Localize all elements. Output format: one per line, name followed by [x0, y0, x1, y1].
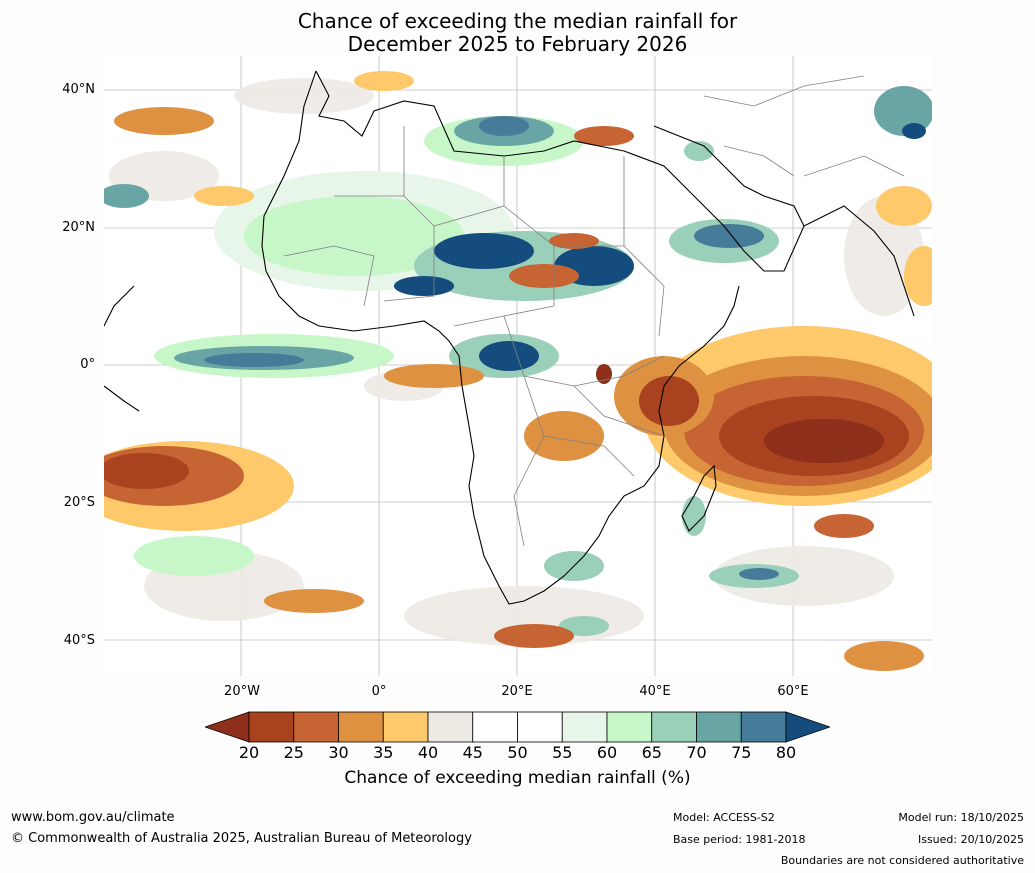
colorbar-bin	[293, 711, 339, 743]
colorbar-bin	[517, 711, 563, 743]
lon-label-20e: 20°E	[501, 684, 533, 699]
colorbar-tick: 45	[462, 743, 483, 762]
title-line-2: December 2025 to February 2026	[347, 32, 688, 56]
map-title: Chance of exceeding the median rainfall …	[0, 10, 1035, 56]
lat-label-20s: 20°S	[63, 495, 95, 510]
colorbar-bin	[248, 711, 295, 743]
colorbar-bin	[472, 711, 518, 743]
colorbar-tick: 60	[596, 743, 618, 762]
dry-anomaly-areas	[104, 71, 932, 671]
map-canvas	[104, 56, 932, 676]
lon-label-20w: 20°W	[224, 684, 260, 699]
rainfall-map	[104, 56, 932, 676]
lat-label-20n: 20°N	[62, 220, 95, 235]
country-boundaries	[283, 75, 905, 547]
colorbar-bin	[696, 711, 742, 743]
lat-label-equator: 0°	[80, 357, 95, 372]
colorbar-bin	[561, 711, 608, 743]
colorbar-tick: 20	[238, 743, 260, 762]
lon-label-60e: 60°E	[777, 684, 809, 699]
title-line-1: Chance of exceeding the median rainfall …	[297, 9, 738, 33]
colorbar-tick: 65	[641, 743, 662, 762]
issued-text: Issued: 20/10/2025	[917, 833, 1024, 846]
colorbar-bin	[606, 711, 653, 743]
colorbar-label: Chance of exceeding median rainfall (%)	[344, 768, 691, 788]
lon-label-40e: 40°E	[639, 684, 671, 699]
base-period-text: Base period: 1981-2018	[673, 833, 806, 846]
lat-label-40s: 40°S	[63, 633, 95, 648]
colorbar	[205, 711, 830, 743]
colorbar-tick: 55	[552, 743, 573, 762]
colorbar-bin	[382, 711, 429, 743]
colorbar-bin	[651, 711, 697, 743]
colorbar-bin	[338, 711, 384, 743]
colorbar-tick: 75	[731, 743, 752, 762]
model-run-text: Model run: 18/10/2025	[898, 811, 1024, 824]
model-text: Model: ACCESS-S2	[673, 811, 775, 824]
colorbar-tick: 30	[328, 743, 349, 762]
colorbar-extend-high	[785, 711, 830, 743]
website-link[interactable]: www.bom.gov.au/climate	[11, 810, 175, 825]
colorbar-tick: 25	[283, 743, 304, 762]
copyright-text: © Commonwealth of Australia 2025, Austra…	[11, 831, 472, 846]
colorbar-tick: 50	[507, 743, 528, 762]
colorbar-extend-low	[205, 711, 250, 743]
colorbar-tick: 80	[775, 743, 797, 762]
wet-anomaly-areas	[104, 86, 932, 636]
colorbar-tick: 70	[686, 743, 707, 762]
lon-label-0: 0°	[371, 684, 387, 699]
colorbar-tick: 35	[373, 743, 394, 762]
coastlines	[104, 70, 915, 605]
disclaimer-text: Boundaries are not considered authoritat…	[780, 854, 1024, 867]
colorbar-tick: 40	[417, 743, 439, 762]
colorbar-bin	[740, 711, 787, 743]
colorbar-bin	[427, 711, 474, 743]
lat-label-40n: 40°N	[62, 82, 95, 97]
